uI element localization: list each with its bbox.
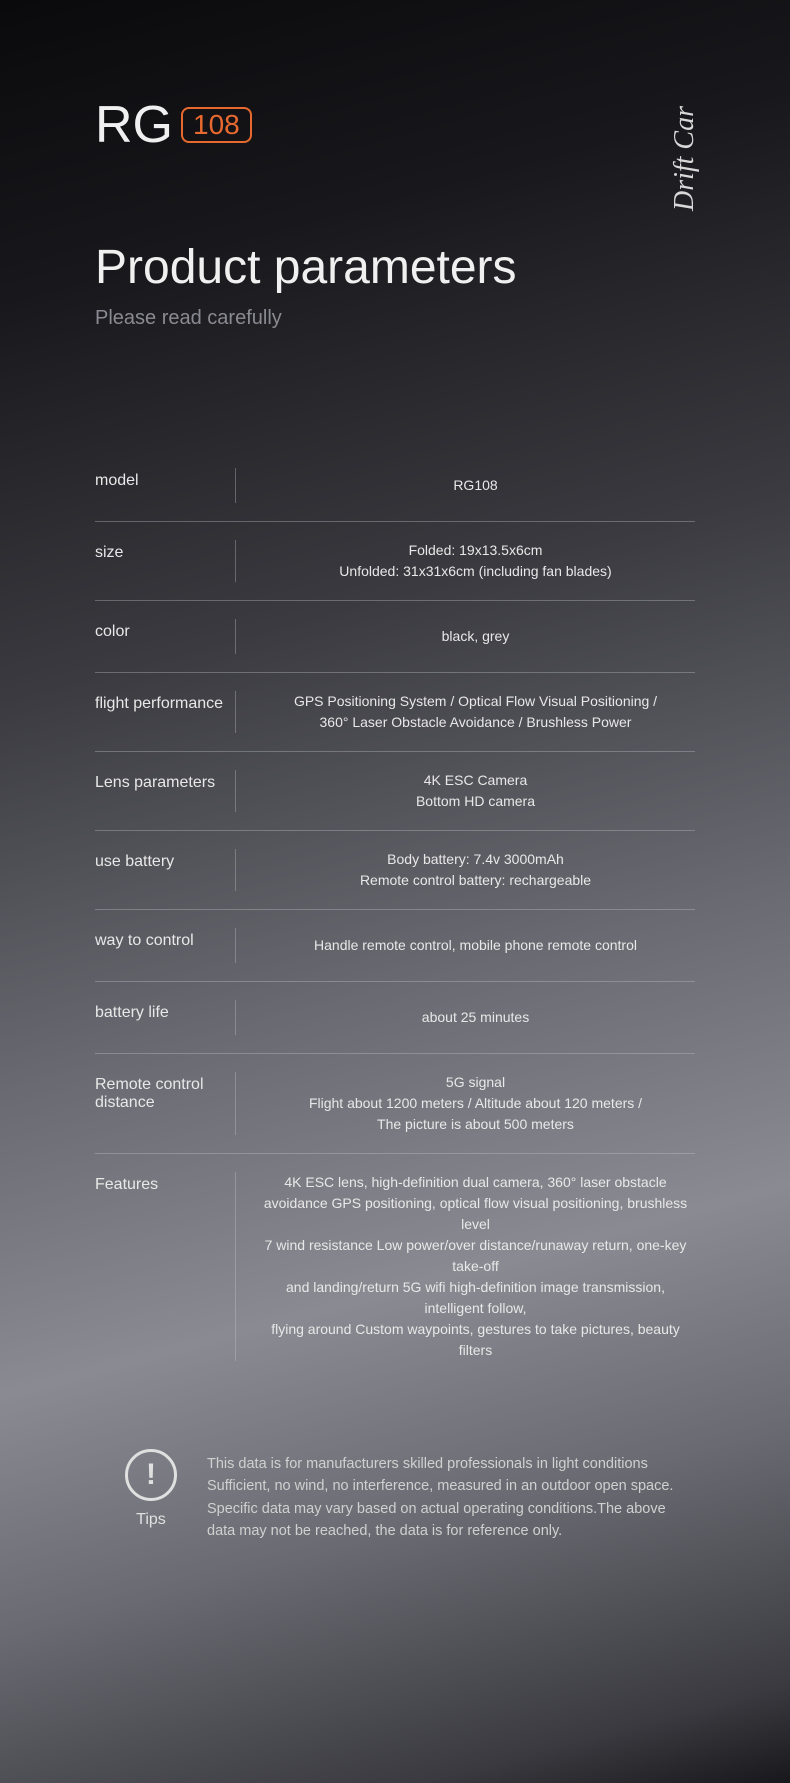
spec-value: 4K ESC lens, high-definition dual camera… — [256, 1172, 695, 1361]
spec-value: Body battery: 7.4v 3000mAhRemote control… — [256, 849, 695, 891]
spec-value-line: about 25 minutes — [256, 1007, 695, 1028]
spec-divider — [235, 540, 236, 582]
page-subtitle: Please read carefully — [95, 307, 790, 330]
spec-row: size Folded: 19x13.5x6cmUnfolded: 31x31x6… — [95, 522, 695, 601]
page-title: Product parameters — [95, 240, 790, 295]
spec-value: RG108 — [256, 468, 695, 503]
spec-divider — [235, 1072, 236, 1135]
spec-value-line: black, grey — [256, 626, 695, 647]
tagline: Drift Car — [669, 106, 701, 211]
spec-value: 5G signalFlight about 1200 meters / Alti… — [256, 1072, 695, 1135]
spec-table: model RG108 size Folded: 19x13.5x6cmUnfolde… — [95, 450, 695, 1379]
spec-row: model RG108 — [95, 450, 695, 522]
spec-value: 4K ESC CameraBottom HD camera — [256, 770, 695, 812]
spec-row: color black, grey — [95, 601, 695, 673]
spec-divider — [235, 770, 236, 812]
logo-prefix: RG — [95, 95, 173, 155]
spec-row: battery life about 25 minutes — [95, 982, 695, 1054]
spec-row: flight performance GPS Positioning System… — [95, 673, 695, 752]
spec-value: black, grey — [256, 619, 695, 654]
spec-value-line: 360° Laser Obstacle Avoidance / Brushles… — [256, 712, 695, 733]
spec-divider — [235, 468, 236, 503]
spec-value-line: avoidance GPS positioning, optical flow … — [256, 1193, 695, 1235]
spec-row: use battery Body battery: 7.4v 3000mAhRem… — [95, 831, 695, 910]
spec-row: Features 4K ESC lens, high-definition dua… — [95, 1154, 695, 1379]
spec-value-line: Unfolded: 31x31x6cm (including fan blade… — [256, 561, 695, 582]
spec-value-line: 4K ESC lens, high-definition dual camera… — [256, 1172, 695, 1193]
spec-divider — [235, 849, 236, 891]
spec-label: Features — [95, 1172, 235, 1361]
spec-value-line: 7 wind resistance Low power/over distanc… — [256, 1235, 695, 1277]
spec-value-line: Bottom HD camera — [256, 791, 695, 812]
spec-value: Folded: 19x13.5x6cmUnfolded: 31x31x6cm (… — [256, 540, 695, 582]
spec-value-line: GPS Positioning System / Optical Flow Vi… — [256, 691, 695, 712]
tips-text: This data is for manufacturers skilled p… — [207, 1449, 695, 1543]
spec-value: GPS Positioning System / Optical Flow Vi… — [256, 691, 695, 733]
spec-label: model — [95, 468, 235, 503]
spec-divider — [235, 619, 236, 654]
spec-value-line: Body battery: 7.4v 3000mAh — [256, 849, 695, 870]
spec-label: flight performance — [95, 691, 235, 733]
spec-value-line: and landing/return 5G wifi high-definiti… — [256, 1277, 695, 1319]
spec-value-line: Folded: 19x13.5x6cm — [256, 540, 695, 561]
spec-label: color — [95, 619, 235, 654]
tips-block: ! Tips This data is for manufacturers sk… — [125, 1449, 695, 1543]
spec-value-line: Flight about 1200 meters / Altitude abou… — [256, 1093, 695, 1114]
spec-row: Lens parameters 4K ESC CameraBottom HD ca… — [95, 752, 695, 831]
spec-label: Remote control distance — [95, 1072, 235, 1135]
spec-label: way to control — [95, 928, 235, 963]
spec-value-line: The picture is about 500 meters — [256, 1114, 695, 1135]
header: RG 108 Drift Car — [0, 0, 790, 155]
tips-icon-wrap: ! Tips — [125, 1449, 177, 1529]
spec-divider — [235, 928, 236, 963]
spec-row: way to control Handle remote control, mob… — [95, 910, 695, 982]
spec-value-line: Handle remote control, mobile phone remo… — [256, 935, 695, 956]
spec-value-line: RG108 — [256, 475, 695, 496]
logo-badge: 108 — [181, 107, 252, 143]
spec-value-line: 4K ESC Camera — [256, 770, 695, 791]
spec-value-line: Remote control battery: rechargeable — [256, 870, 695, 891]
spec-label: battery life — [95, 1000, 235, 1035]
spec-label: Lens parameters — [95, 770, 235, 812]
spec-divider — [235, 691, 236, 733]
spec-label: size — [95, 540, 235, 582]
spec-label: use battery — [95, 849, 235, 891]
spec-divider — [235, 1000, 236, 1035]
tips-label: Tips — [136, 1511, 166, 1529]
spec-value-line: 5G signal — [256, 1072, 695, 1093]
exclamation-icon: ! — [125, 1449, 177, 1501]
spec-value-line: flying around Custom waypoints, gestures… — [256, 1319, 695, 1361]
spec-value: about 25 minutes — [256, 1000, 695, 1035]
spec-row: Remote control distance 5G signalFlight a… — [95, 1054, 695, 1154]
spec-divider — [235, 1172, 236, 1361]
spec-value: Handle remote control, mobile phone remo… — [256, 928, 695, 963]
